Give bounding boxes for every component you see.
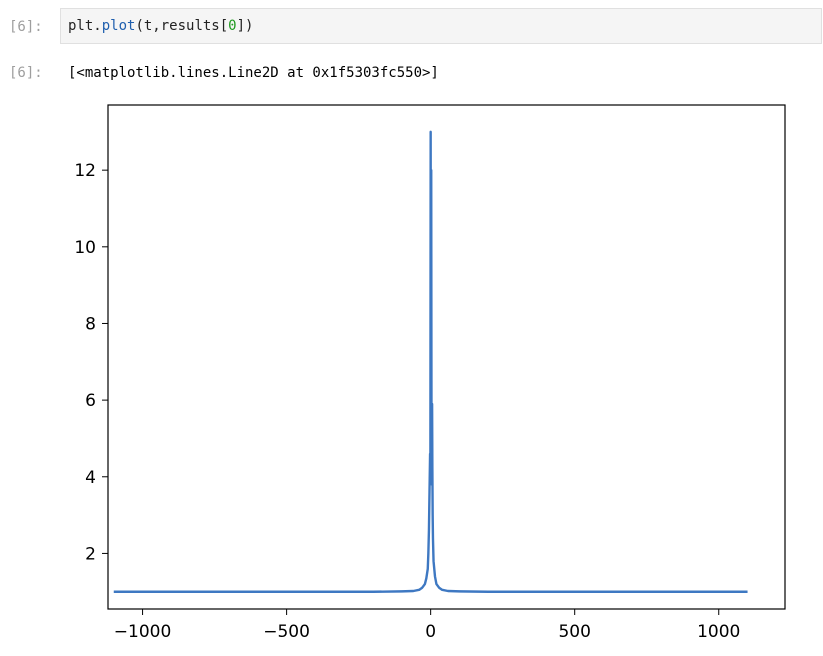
y-tick-label: 4 xyxy=(85,468,96,488)
x-tick-label: 0 xyxy=(425,622,436,642)
x-tick-label: −500 xyxy=(263,622,310,642)
x-tick-label: −1000 xyxy=(114,622,172,642)
x-tick-label: 1000 xyxy=(697,622,740,642)
code-token: plt. xyxy=(68,18,102,34)
y-tick-label: 10 xyxy=(74,238,96,258)
code-token-function: plot xyxy=(101,18,136,34)
y-tick-label: 8 xyxy=(85,314,96,334)
code-text[interactable]: plt.plot(t,results[0]) xyxy=(68,18,253,34)
y-tick-label: 6 xyxy=(85,391,96,411)
axes-frame xyxy=(107,104,786,610)
code-token: ]) xyxy=(236,18,254,34)
output-text: [<matplotlib.lines.Line2D at 0x1f5303fc5… xyxy=(68,65,439,81)
y-tick-label: 12 xyxy=(74,161,96,181)
code-token: (t,results[ xyxy=(135,18,229,34)
code-input-area[interactable]: plt.plot(t,results[0]) xyxy=(60,8,822,44)
y-tick-label: 2 xyxy=(85,544,96,564)
x-tick-label: 500 xyxy=(558,622,590,642)
input-prompt: [6]: xyxy=(9,19,43,35)
output-prompt: [6]: xyxy=(9,65,43,81)
series-line xyxy=(113,130,748,593)
code-token-number: 0 xyxy=(228,18,237,34)
